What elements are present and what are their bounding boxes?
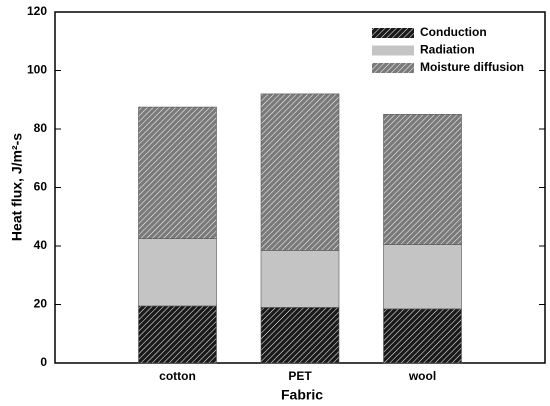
y-tick-label: 60 bbox=[34, 180, 48, 194]
bar-segment bbox=[138, 305, 217, 364]
bar-segment bbox=[383, 244, 462, 310]
legend-label: Moisture diffusion bbox=[420, 60, 524, 74]
bar-segment bbox=[260, 93, 340, 251]
legend-swatch bbox=[372, 45, 414, 56]
legend-label: Conduction bbox=[420, 25, 487, 39]
x-tick-label: wool bbox=[408, 369, 436, 383]
y-tick-label: 100 bbox=[27, 63, 47, 77]
legend-swatch bbox=[372, 63, 414, 73]
y-tick-label: 120 bbox=[27, 4, 47, 18]
x-axis-title: Fabric bbox=[281, 387, 323, 403]
y-tick-label: 80 bbox=[34, 121, 48, 135]
bar-segment bbox=[138, 238, 217, 307]
y-tick-label: 20 bbox=[34, 297, 48, 311]
legend-label: Radiation bbox=[420, 43, 475, 57]
x-tick-label: cotton bbox=[159, 369, 196, 383]
y-axis-title: Heat flux, J/m²-s bbox=[9, 133, 25, 241]
x-tick-label: PET bbox=[288, 369, 312, 383]
legend-swatch bbox=[372, 28, 414, 38]
bar-segment bbox=[383, 308, 462, 364]
y-tick-label: 0 bbox=[40, 355, 47, 369]
bar-segment bbox=[138, 106, 217, 239]
y-tick-label: 40 bbox=[34, 238, 48, 252]
bar-segment bbox=[383, 114, 462, 245]
bar-segment bbox=[260, 250, 340, 308]
bar-segment bbox=[260, 307, 340, 364]
